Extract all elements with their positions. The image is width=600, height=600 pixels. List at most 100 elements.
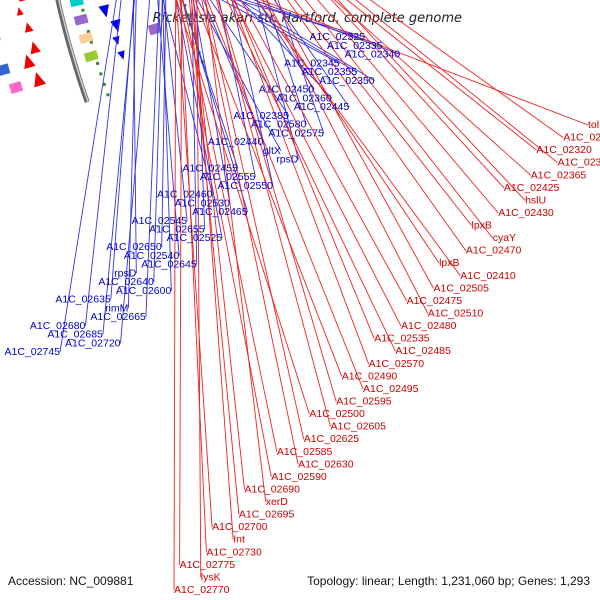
forward-gene-label: A1C_02655 [149,224,205,236]
label-leader-line [217,0,337,402]
reverse-gene-label: A1C_02480 [401,320,457,332]
label-leader-line [261,0,440,264]
label-leader-line [266,0,307,125]
reverse-gene-label: A1C_02475 [407,295,463,307]
forward-gene-label: A1C_02745 [5,346,61,358]
label-leader-line [233,0,402,327]
reverse-gene-label: A1C_02470 [466,245,522,257]
label-leader-line [229,0,358,73]
forward-gene-label: A1C_02385 [233,110,289,122]
label-leader-line [179,0,183,565]
reverse-gene-label: lpxB [472,220,492,232]
reverse-gene-label: A1C_02605 [331,421,387,433]
tick-dot [102,82,106,86]
label-leader-line [120,0,151,344]
label-leader-line [240,0,407,302]
reverse-gene-arrow [19,0,27,2]
label-leader-line [209,0,290,117]
label-leader-line [157,0,180,256]
label-leader-line [197,0,282,152]
reverse-gene-label: A1C_02315 [563,132,600,144]
reverse-gene-arrow [25,22,34,33]
label-leader-line [238,0,375,82]
label-leader-line [253,0,401,55]
reverse-gene-arrow [17,7,24,16]
forward-gene-label: A1C_02580 [251,119,307,131]
label-leader-line [239,0,333,99]
label-leader-line [294,0,472,226]
label-leader-line [369,0,564,138]
forward-gene-label: A1C_02650 [106,241,162,253]
forward-gene-label: A1C_02325 [310,31,366,43]
reverse-gene-label: A1C_02365 [531,169,587,181]
reverse-gene-label: A1C_02500 [309,408,365,420]
label-leader-line [305,0,494,239]
forward-gene-arrow [117,50,125,60]
label-leader-line [175,0,213,528]
label-leader-line [196,0,202,578]
label-leader-line [216,0,331,427]
label-leader-lines [59,0,589,591]
reverse-gene-cog-block [0,63,11,77]
tick-dot [81,8,85,12]
reverse-gene-label: xerD [266,496,289,508]
forward-gene-label: A1C_02455 [182,162,238,174]
reverse-gene-arrow [34,72,47,88]
label-leader-line [231,0,370,364]
reverse-gene-label: A1C_02700 [212,521,268,533]
forward-gene-arrow [98,4,109,18]
backbone-cog-block [83,50,99,63]
forward-gene-label: A1C_02555 [200,171,256,183]
reverse-gene-arrow [30,41,41,55]
label-leader-line [188,0,240,515]
label-leader-line [206,0,364,390]
label-leader-line [180,0,207,553]
reverse-gene-label: A1C_02690 [245,484,301,496]
reverse-gene-label: A1C_02695 [239,509,295,521]
reverse-gene-label: A1C_02775 [180,559,236,571]
label-leader-line [273,0,350,108]
forward-gene-label: rpsD [276,154,299,166]
label-leader-line [256,0,461,277]
forward-gene-label: A1C_02550 [218,180,274,192]
forward-gene-label: A1C_02640 [98,276,154,288]
reverse-gene-label: A1C_02630 [298,458,354,470]
reverse-gene-label: A1C_02510 [428,308,484,320]
reverse-gene-label: A1C_02485 [395,345,451,357]
reverse-gene-label: A1C_02425 [504,182,560,194]
genome-title: Rickettsia akari str. Hartford, complete… [153,11,462,26]
label-leader-line [317,0,499,214]
reverse-gene-label: A1C_02595 [336,396,392,408]
label-leader-line [181,0,239,169]
reverse-gene-label: A1C_02495 [363,383,419,395]
label-leader-line [218,0,256,178]
forward-gene-label: rimM [105,302,128,314]
label-leader-line [161,0,167,248]
forward-gene-label: A1C_02680 [30,320,86,332]
forward-gene-label: A1C_02360 [276,92,332,104]
forward-gene-label: A1C_02685 [47,329,103,341]
forward-gene-label: A1C_02540 [124,250,180,262]
tick-dot [86,30,90,34]
genome-summary-text: Topology: linear; Length: 1,231,060 bp; … [307,574,590,588]
forward-gene-label: A1C_02525 [167,232,223,244]
forward-gene-label: A1C_02720 [65,337,121,349]
gene-labels: A1C_02325A1C_02335A1C_02340A1C_02345A1C_… [5,31,600,596]
forward-gene-label: A1C_02335 [327,40,383,52]
label-leader-line [162,0,172,291]
reverse-gene-label: A1C_02320 [536,144,592,156]
label-leader-line [266,0,429,314]
label-leader-line [346,0,537,151]
label-leader-line [337,0,526,201]
label-leader-line [145,0,160,318]
label-leader-line [162,0,213,195]
label-leader-line [205,0,267,503]
reverse-gene-label: A1C_02505 [434,282,490,294]
reverse-gene-label: Int [233,534,245,546]
label-leader-line [333,0,532,176]
tick-dot [96,61,100,65]
label-leader-line [132,0,137,274]
label-leader-line [190,0,245,490]
forward-gene-label: A1C_02635 [55,294,111,306]
